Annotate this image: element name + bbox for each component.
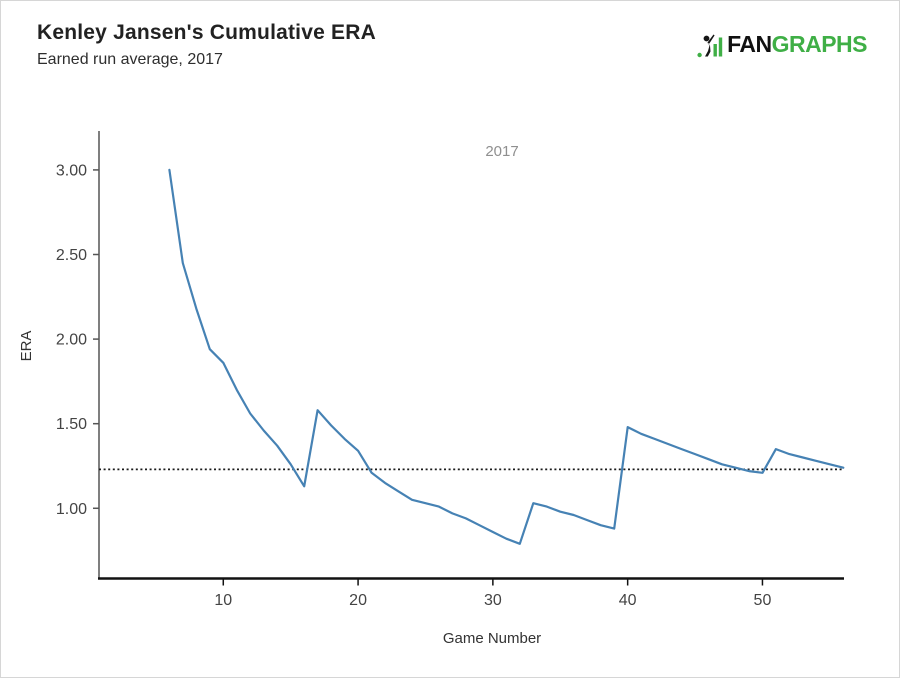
logo-text-graphs: GRAPHS: [771, 31, 868, 57]
cumulative-era-line: [168, 168, 845, 545]
x-axis-title: Game Number: [443, 630, 541, 647]
x-tick-label: 30: [484, 592, 502, 609]
y-tick-label: 2.50: [56, 247, 87, 264]
page-title: Kenley Jansen's Cumulative ERA: [37, 21, 376, 44]
x-tick-label: 50: [754, 592, 772, 609]
y-tick-label: 3.00: [56, 162, 87, 179]
fangraphs-logo[interactable]: FAN GRAPHS: [697, 31, 868, 58]
page-subtitle: Earned run average, 2017: [37, 51, 223, 68]
x-axis-ticks: 10 20 30 40 50: [214, 579, 772, 609]
x-tick-label: 10: [214, 592, 232, 609]
y-tick-label: 1.00: [56, 501, 87, 518]
legend-2017: 2017: [485, 143, 518, 160]
logo-text-fan: FAN: [727, 31, 772, 57]
y-axis-ticks: 1.00 1.50 2.00 2.50 3.00: [56, 162, 99, 518]
chart-header: Kenley Jansen's Cumulative ERA Earned ru…: [37, 21, 376, 69]
y-tick-label: 1.50: [56, 416, 87, 433]
y-axis-title: ERA: [18, 331, 35, 362]
x-tick-label: 40: [619, 592, 637, 609]
y-tick-label: 2.00: [56, 332, 87, 349]
fangraphs-batter-icon: [697, 34, 723, 58]
x-tick-label: 20: [349, 592, 367, 609]
